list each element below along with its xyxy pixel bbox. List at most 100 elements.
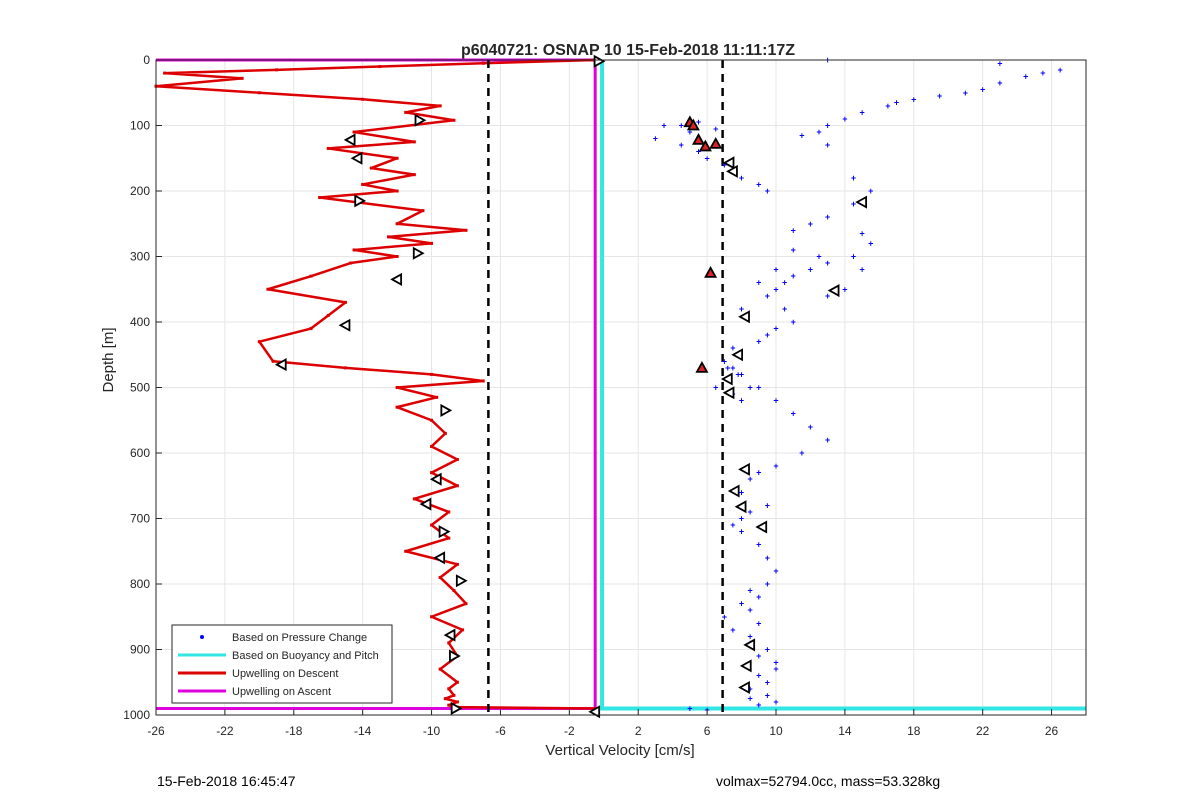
y-axis-label: Depth [m] — [100, 327, 117, 392]
x-tick-label: -10 — [423, 724, 441, 738]
plot-area: ++++++++++++++++++++++ ++++++++++++++++++… — [154, 54, 1086, 719]
pressure-change-point: + — [782, 278, 787, 288]
pressure-change-point: + — [696, 117, 701, 127]
pressure-change-point: + — [937, 91, 942, 101]
descent-data-point — [404, 110, 408, 114]
x-tick-label: -2 — [564, 724, 575, 738]
pressure-change-point: + — [748, 605, 753, 615]
descent-data-point — [412, 140, 416, 144]
y-tick-label: 100 — [130, 119, 150, 133]
axis-ticks: -26 -22 -18 -14 -10 -6 -2 2 6 10 14 18 22 26010020030… — [123, 53, 1058, 738]
pressure-change-point: + — [1058, 65, 1063, 75]
descent-data-point — [412, 497, 416, 501]
pressure-change-point: + — [739, 304, 744, 314]
pressure-change-point: + — [653, 134, 658, 144]
pressure-change-point: + — [816, 252, 821, 262]
left-pointing-marker — [827, 284, 840, 298]
left-pointing-marker — [739, 659, 752, 673]
pressure-change-point: + — [773, 658, 778, 668]
x-tick-label: 6 — [704, 724, 711, 738]
left-pointing-marker — [743, 638, 756, 652]
descent-data-point — [443, 431, 447, 435]
pressure-change-point: + — [704, 153, 709, 163]
pressure-change-point: + — [748, 631, 753, 641]
descent-data-point — [430, 444, 434, 448]
pressure-change-point: + — [997, 58, 1002, 68]
pressure-change-point: + — [868, 238, 873, 248]
pressure-change-point: + — [859, 229, 864, 239]
pressure-change-point: + — [765, 553, 770, 563]
pressure-change-point: + — [791, 245, 796, 255]
pressure-change-point: + — [687, 703, 692, 713]
up-triangle-marker — [698, 139, 712, 152]
pressure-change-point: + — [765, 677, 770, 687]
descent-data-point — [395, 255, 399, 258]
x-tick-label: -26 — [147, 724, 165, 738]
pressure-change-point: + — [756, 592, 761, 602]
pressure-change-point: + — [756, 540, 761, 550]
pressure-change-point: + — [756, 468, 761, 478]
descent-data-point — [464, 228, 468, 232]
pressure-change-point: + — [739, 527, 744, 537]
pressure-change-point: + — [808, 219, 813, 229]
descent-data-point — [452, 118, 456, 122]
left-pointing-marker — [726, 164, 738, 178]
pressure-change-point: + — [782, 304, 787, 314]
pressure-change-point: + — [756, 671, 761, 681]
pressure-change-point: + — [799, 130, 804, 140]
pressure-change-point: + — [748, 474, 753, 484]
pressure-change-point: + — [739, 599, 744, 609]
right-pointing-marker — [438, 525, 451, 539]
right-pointing-marker — [593, 54, 606, 68]
left-pointing-marker — [343, 133, 356, 147]
left-pointing-marker — [274, 358, 287, 372]
descent-data-point — [387, 235, 390, 239]
descent-data-point — [461, 628, 465, 632]
left-pointing-marker — [443, 628, 456, 642]
pressure-change-point: + — [739, 514, 744, 524]
x-tick-label: 10 — [769, 724, 783, 738]
pressure-change-point: + — [773, 664, 778, 674]
legend-entry-label: Based on Buoyancy and Pitch — [232, 650, 379, 662]
pressure-change-point: + — [765, 500, 770, 510]
x-tick-label: 26 — [1045, 724, 1059, 738]
descent-data-point — [395, 222, 399, 226]
pressure-change-point: + — [842, 284, 847, 294]
left-pointing-marker — [734, 500, 747, 514]
pressure-change-point: + — [739, 396, 744, 406]
pressure-change-point: + — [756, 618, 761, 628]
descent-data-point — [481, 379, 485, 383]
right-pointing-marker — [354, 194, 367, 208]
left-pointing-marker — [727, 484, 740, 498]
pressure-change-point: + — [825, 212, 830, 222]
left-pointing-marker — [738, 462, 750, 476]
right-pointing-marker — [450, 701, 463, 715]
pressure-change-point: + — [730, 363, 735, 373]
footer-timestamp: 15-Feb-2018 16:45:47 — [157, 773, 296, 789]
pressure-change-point: + — [980, 84, 985, 94]
pressure-change-point: + — [765, 690, 770, 700]
descent-data-point — [447, 510, 451, 514]
pressure-change-point: + — [735, 369, 740, 379]
pressure-change-point: + — [661, 121, 666, 131]
y-tick-label: 400 — [130, 315, 150, 329]
descent-data-point — [455, 700, 459, 704]
y-tick-label: 600 — [130, 446, 150, 460]
descent-data-point — [447, 536, 451, 540]
x-axis-label: Vertical Velocity [cm/s] — [545, 742, 694, 759]
pressure-change-point: + — [739, 173, 744, 183]
descent-data-point — [455, 484, 459, 488]
pressure-change-point: + — [739, 369, 744, 379]
descent-data-point — [455, 458, 459, 462]
pressure-change-point: + — [885, 101, 890, 111]
footer-vehicle-info: volmax=52794.0cc, mass=53.328kg — [716, 773, 941, 789]
pressure-change-point: + — [748, 684, 753, 694]
left-pointing-marker — [419, 497, 432, 511]
descent-data-point — [430, 241, 434, 245]
right-pointing-marker — [440, 403, 453, 417]
x-tick-label: 2 — [635, 724, 642, 738]
pressure-change-point: + — [722, 356, 727, 366]
pressure-change-point: + — [808, 422, 813, 432]
descent-data-point — [318, 196, 322, 200]
